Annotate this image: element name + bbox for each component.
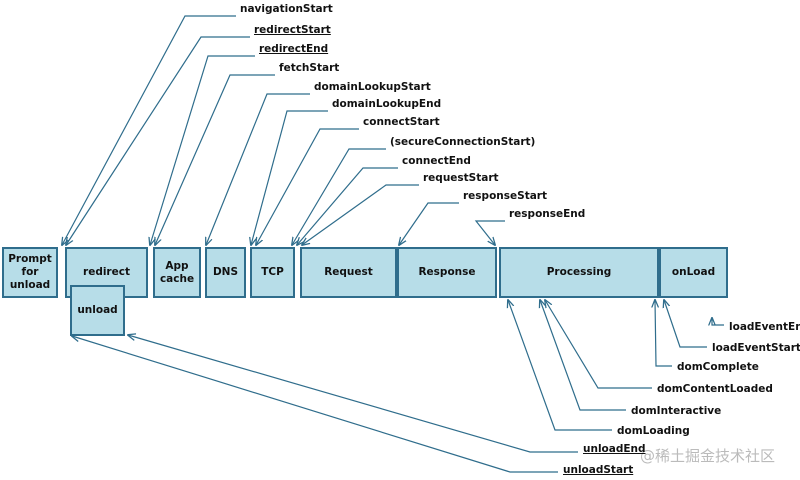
top-label: requestStart (423, 172, 499, 184)
top-label: responseEnd (509, 208, 586, 220)
top-label: connectEnd (402, 155, 471, 167)
box: unload (70, 285, 125, 336)
top-label: connectStart (363, 116, 440, 128)
top-label: domainLookupEnd (332, 98, 442, 110)
top-label: (secureConnectionStart) (390, 136, 536, 148)
arrow (664, 300, 707, 348)
box: TCP (250, 247, 295, 298)
top-label: fetchStart (279, 62, 340, 74)
bottom-label: unloadEnd (583, 443, 646, 455)
arrow (292, 148, 386, 245)
arrow (251, 110, 328, 245)
arrow (72, 336, 558, 473)
arrow (62, 15, 236, 245)
arrow (399, 202, 459, 245)
arrow (474, 220, 505, 245)
bottom-label: loadEventStart (712, 342, 800, 354)
bottom-label: domContentLoaded (657, 383, 773, 395)
arrow (155, 74, 275, 245)
arrow (66, 36, 250, 245)
arrow (508, 300, 612, 431)
top-label: responseStart (463, 190, 547, 202)
bottom-label: loadEventEnd (729, 321, 800, 333)
box: Request (300, 247, 397, 298)
top-label: redirectEnd (259, 43, 329, 55)
watermark: @稀土掘金技术社区 (640, 447, 776, 465)
box: DNS (205, 247, 246, 298)
bottom-label: domInteractive (631, 405, 722, 417)
arrow (256, 128, 359, 245)
bottom-label: domComplete (677, 361, 759, 373)
arrow (128, 335, 578, 453)
box: onLoad (659, 247, 728, 298)
bottom-label: unloadStart (563, 464, 634, 476)
arrow (540, 300, 626, 411)
bottom-label: domLoading (617, 425, 690, 437)
arrow (297, 167, 398, 245)
arrow (206, 93, 310, 245)
box: Processing (499, 247, 659, 298)
box: Response (397, 247, 497, 298)
arrow (545, 300, 652, 389)
arrow (150, 55, 255, 245)
box: Prompt for unload (2, 247, 58, 298)
arrow (712, 318, 724, 326)
top-label: redirectStart (254, 24, 331, 36)
box: App cache (153, 247, 201, 298)
arrow (302, 184, 419, 245)
arrow (655, 300, 672, 367)
top-label: navigationStart (240, 3, 333, 15)
top-label: domainLookupStart (314, 81, 431, 93)
